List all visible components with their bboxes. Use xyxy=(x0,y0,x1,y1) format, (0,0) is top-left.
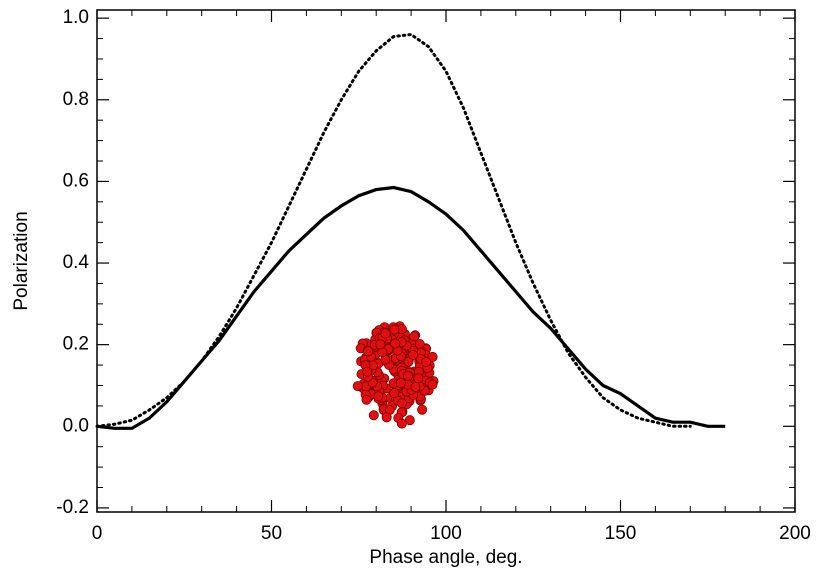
particle xyxy=(373,391,384,402)
particle xyxy=(396,398,407,409)
y-tick-label: 1.0 xyxy=(63,7,89,28)
particle xyxy=(389,388,400,399)
x-tick-label: 150 xyxy=(605,523,637,544)
data-line xyxy=(95,32,692,428)
particle xyxy=(380,328,391,339)
particle xyxy=(389,324,400,335)
y-tick-label: 0.6 xyxy=(63,170,89,191)
y-tick-label: 0.4 xyxy=(63,252,90,273)
particle xyxy=(410,381,421,392)
particle xyxy=(421,356,432,367)
particle xyxy=(427,379,438,390)
y-tick-label: 0.2 xyxy=(63,334,89,355)
particle xyxy=(381,412,392,423)
particle xyxy=(368,410,379,421)
y-tick-label: -0.2 xyxy=(56,497,89,518)
plot-frame xyxy=(96,9,796,513)
x-tick-label: 50 xyxy=(261,523,282,544)
particle xyxy=(409,331,420,342)
particle xyxy=(363,346,374,357)
particle xyxy=(390,338,401,349)
particle xyxy=(362,366,373,377)
y-tick-label: 0.8 xyxy=(63,89,89,110)
x-tick-label: 200 xyxy=(779,523,811,544)
particle xyxy=(413,373,424,384)
particle xyxy=(396,418,407,429)
particle xyxy=(361,394,372,405)
particle xyxy=(403,370,414,381)
x-tick-label: 0 xyxy=(92,523,103,544)
particle xyxy=(408,349,419,360)
particle xyxy=(417,404,428,415)
particle xyxy=(375,339,386,350)
particle xyxy=(352,381,363,392)
particle xyxy=(395,378,406,389)
y-tick-label: 0.0 xyxy=(63,415,89,436)
x-axis-label: Phase angle, deg. xyxy=(369,547,522,568)
y-axis-label: Polarization xyxy=(11,211,32,310)
x-tick-label: 100 xyxy=(430,523,462,544)
particle-cluster xyxy=(352,321,439,429)
